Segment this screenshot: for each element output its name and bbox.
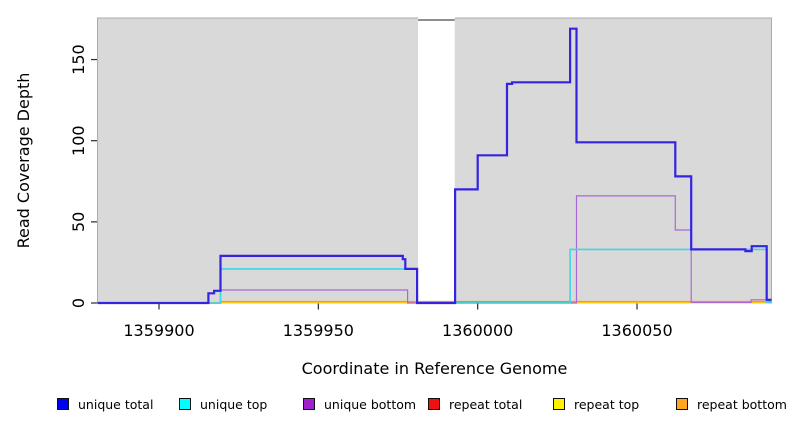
- unique-top-swatch-icon: [179, 398, 191, 410]
- legend-label: unique bottom: [324, 396, 417, 412]
- x-tick-label: 1360000: [442, 321, 513, 340]
- x-tick-label: 1359900: [123, 321, 194, 340]
- plot-panel: [97, 17, 772, 304]
- legend-label: repeat total: [449, 396, 523, 412]
- axes: 1359900 1359950 1360000 1360050 0 50 100 150: [69, 44, 673, 340]
- x-tick-label: 1359950: [283, 321, 354, 340]
- unique-total-line: [97, 27, 772, 305]
- legend-item-repeat-bottom: repeat bottom: [676, 396, 787, 412]
- unique-total-swatch-icon: [57, 398, 69, 410]
- legend-item-unique-bottom: unique bottom: [303, 396, 416, 412]
- legend-label: repeat top: [574, 396, 640, 412]
- legend-item-repeat-top: repeat top: [553, 396, 639, 412]
- legend: unique total unique top unique bottom re…: [0, 396, 792, 418]
- x-axis-title: Coordinate in Reference Genome: [302, 359, 568, 378]
- coverage-step-lines: [97, 27, 772, 305]
- legend-label: unique total: [78, 396, 154, 412]
- legend-item-unique-top: unique top: [179, 396, 267, 412]
- repeat-top-swatch-icon: [553, 398, 565, 410]
- x-tick-label: 1360050: [601, 321, 672, 340]
- unique-bottom-line: [97, 195, 772, 304]
- legend-item-repeat-total: repeat total: [428, 396, 522, 412]
- y-tick-label: 50: [69, 212, 88, 232]
- coverage-gap-band: [418, 17, 455, 303]
- legend-label: repeat bottom: [697, 396, 787, 412]
- repeat-bottom-swatch-icon: [676, 398, 688, 410]
- y-axis-title: Read Coverage Depth: [14, 73, 33, 249]
- repeat-total-swatch-icon: [428, 398, 440, 410]
- legend-item-unique-total: unique total: [57, 396, 153, 412]
- legend-label: unique top: [200, 396, 268, 412]
- y-tick-label: 100: [69, 125, 88, 156]
- y-tick-label: 0: [69, 298, 88, 308]
- unique-bottom-swatch-icon: [303, 398, 315, 410]
- y-tick-label: 150: [69, 44, 88, 75]
